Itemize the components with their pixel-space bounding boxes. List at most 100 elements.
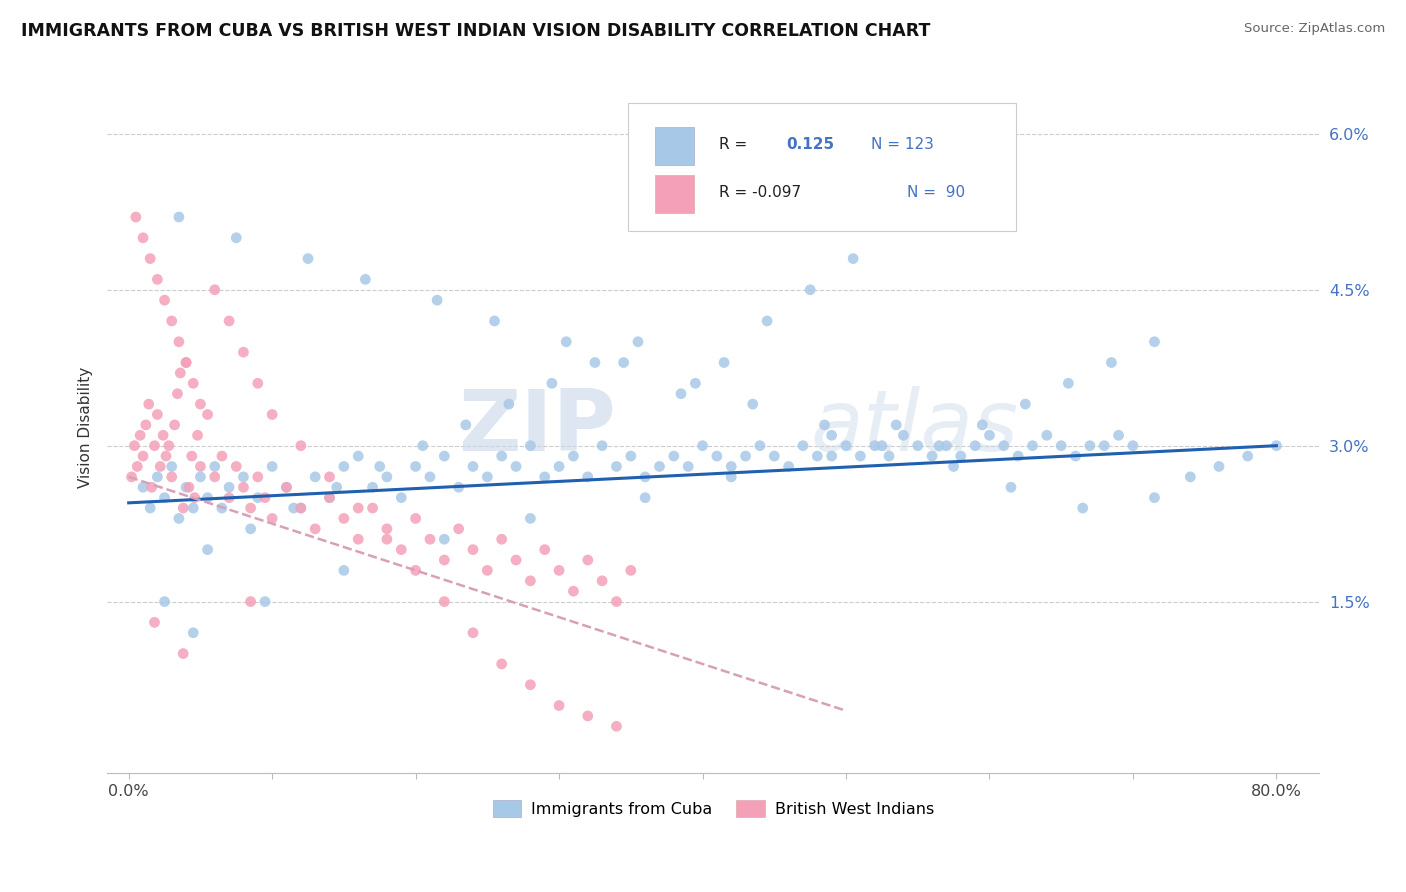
Point <box>290 439 312 453</box>
Point <box>347 533 370 547</box>
Point <box>172 501 194 516</box>
Point <box>505 553 527 567</box>
Point <box>426 293 449 308</box>
Point <box>197 542 219 557</box>
Point <box>253 594 276 608</box>
Point <box>262 511 284 525</box>
Point <box>576 553 599 567</box>
Point <box>304 522 326 536</box>
Point <box>1143 491 1166 505</box>
Point <box>548 698 571 713</box>
Point <box>361 501 384 516</box>
Point <box>405 511 427 525</box>
Point <box>1092 439 1115 453</box>
Point <box>748 439 770 453</box>
Point <box>484 314 506 328</box>
Point <box>477 470 499 484</box>
Point <box>146 408 169 422</box>
Point <box>163 417 186 432</box>
Point <box>1036 428 1059 442</box>
Point <box>276 480 298 494</box>
Point <box>576 470 599 484</box>
Point <box>813 417 835 432</box>
Point <box>583 355 606 369</box>
Point <box>262 459 284 474</box>
Text: ZIP: ZIP <box>458 386 616 469</box>
Point <box>1143 334 1166 349</box>
Point <box>491 533 513 547</box>
Point <box>447 480 470 494</box>
Point <box>174 480 197 494</box>
Text: N =  90: N = 90 <box>907 185 966 200</box>
Point <box>979 428 1001 442</box>
Point <box>276 480 298 494</box>
Point <box>821 428 844 442</box>
Point <box>1108 428 1130 442</box>
Point <box>1000 480 1022 494</box>
Text: atlas: atlas <box>810 386 1018 469</box>
Point <box>368 459 391 474</box>
Point <box>519 574 541 588</box>
Point <box>153 594 176 608</box>
Point <box>127 459 149 474</box>
Point <box>283 501 305 516</box>
Point <box>1014 397 1036 411</box>
Point <box>389 542 412 557</box>
Point <box>799 283 821 297</box>
Point <box>706 449 728 463</box>
Point <box>167 334 190 349</box>
Point <box>461 542 484 557</box>
Point <box>669 386 692 401</box>
Point <box>333 511 356 525</box>
Point <box>152 428 174 442</box>
Point <box>1180 470 1202 484</box>
Point <box>239 594 262 608</box>
Point <box>190 470 212 484</box>
Point <box>204 283 226 297</box>
Point <box>921 449 943 463</box>
Point <box>928 439 950 453</box>
Point <box>160 470 183 484</box>
Point <box>239 501 262 516</box>
Point <box>605 719 627 733</box>
Point <box>124 439 146 453</box>
Point <box>211 501 233 516</box>
Point <box>347 501 370 516</box>
Point <box>548 459 571 474</box>
Point <box>246 376 269 391</box>
Point <box>361 480 384 494</box>
Point <box>627 334 650 349</box>
Point <box>132 480 155 494</box>
Point <box>180 449 202 463</box>
Point <box>181 501 204 516</box>
Point <box>177 480 200 494</box>
Point <box>461 459 484 474</box>
Point <box>204 459 226 474</box>
Point <box>138 397 160 411</box>
Point <box>304 470 326 484</box>
Point <box>613 355 636 369</box>
Point <box>232 480 254 494</box>
FancyBboxPatch shape <box>628 103 1017 230</box>
Point <box>662 449 685 463</box>
Point <box>778 459 800 474</box>
Point <box>225 459 247 474</box>
Point <box>190 397 212 411</box>
Point <box>965 439 987 453</box>
Point <box>548 563 571 577</box>
Point <box>183 491 205 505</box>
Point <box>141 480 163 494</box>
Point <box>835 439 858 453</box>
Point <box>433 449 456 463</box>
Point <box>756 314 779 328</box>
Point <box>763 449 786 463</box>
Point <box>197 408 219 422</box>
Point <box>713 355 735 369</box>
Point <box>821 449 844 463</box>
Point <box>153 293 176 308</box>
Point <box>419 470 441 484</box>
Point <box>692 439 714 453</box>
Point <box>218 480 240 494</box>
Point <box>562 449 585 463</box>
Point <box>877 449 900 463</box>
